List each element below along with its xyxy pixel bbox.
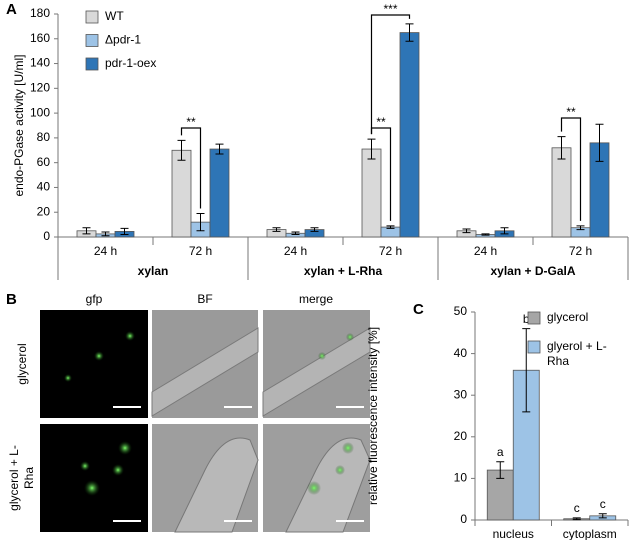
error-bar [120,227,129,236]
column-label: BF [197,292,212,306]
y-tick-label: 0 [460,512,467,526]
y-tick-label: 20 [37,204,51,218]
y-tick-label: 180 [30,6,50,20]
error-bar [272,227,281,232]
y-axis-label: relative fluorescence intensity [%] [366,327,380,505]
image [40,310,148,418]
legend-label: glyerol + L-Rha [547,339,607,368]
x-tick-label: 24 h [474,244,497,258]
y-axis-label: endo-PGase activity [U/ml] [12,54,26,196]
error-bar [367,138,376,160]
bar [551,147,572,238]
error-bar [310,227,319,232]
legend-swatch [85,34,99,47]
error-bar [595,123,604,162]
error-bar [496,461,505,479]
x-tick-label: 72 h [189,244,212,258]
x-tick-label: 24 h [284,244,307,258]
significance-label: ** [376,115,386,129]
y-tick-label: 60 [37,155,51,169]
error-bar [576,225,585,231]
row-label: glycerol + L-Rha [7,445,36,511]
legend-swatch [85,57,99,71]
x-tick-label: cytoplasm [563,527,617,540]
legend-swatch [527,311,541,325]
error-bar [500,227,509,235]
image [40,424,148,532]
x-tick-label: nucleus [493,527,534,540]
significance-letter: c [600,497,606,511]
y-tick-label: 10 [454,471,468,485]
y-tick-label: 0 [43,229,50,243]
error-bar [291,231,300,236]
column-label: gfp [86,292,103,306]
group-label: xylan [138,264,169,278]
significance-label: ** [186,115,196,129]
error-bar [522,328,531,413]
bar [361,148,382,238]
panel-label: C [413,301,424,318]
significance-letter: b [523,312,530,326]
error-bar [215,143,224,155]
y-tick-label: 20 [454,429,468,443]
error-bar [386,225,395,229]
significance-letter: c [574,501,580,515]
y-tick-label: 40 [37,180,51,194]
significance-bracket [560,117,582,221]
error-bar [177,139,186,161]
legend-label: pdr-1-oex [105,56,156,70]
error-bar [557,136,566,160]
error-bar [405,23,414,42]
row-label: glycerol [14,343,29,385]
error-bar [101,231,110,237]
panel-label: A [6,1,17,18]
micrographs [40,310,371,533]
significance-label: ** [566,105,576,119]
legend-swatch [85,10,99,24]
y-tick-label: 80 [37,130,51,144]
y-tick-label: 30 [454,387,468,401]
panel-label: B [6,291,17,308]
significance-label: *** [383,2,397,16]
y-tick-label: 160 [30,31,50,45]
significance-letter: a [497,445,504,459]
error-bar [598,513,607,519]
error-bar [82,227,91,235]
x-tick-label: 24 h [94,244,117,258]
bar [171,149,192,238]
y-tick-label: 50 [454,304,468,318]
y-tick-label: 40 [454,346,468,360]
legend-label: glycerol [547,310,589,324]
group-label: xylan + D-GalA [490,264,575,278]
y-tick-label: 140 [30,56,50,70]
legend-swatch [527,340,541,354]
y-tick-label: 100 [30,105,50,119]
x-tick-label: 72 h [569,244,592,258]
error-bar [481,233,490,236]
error-bar [462,228,471,234]
bar [399,32,420,238]
bar [209,148,230,238]
column-label: merge [299,292,333,306]
significance-bracket [370,14,411,135]
error-bar [572,517,581,521]
error-bar [196,212,205,232]
legend-label: WT [105,9,124,23]
group-label: xylan + L-Rha [304,264,383,278]
significance-bracket [180,127,202,209]
y-tick-label: 120 [30,81,50,95]
x-tick-label: 72 h [379,244,402,258]
legend-label: Δpdr-1 [105,33,141,47]
